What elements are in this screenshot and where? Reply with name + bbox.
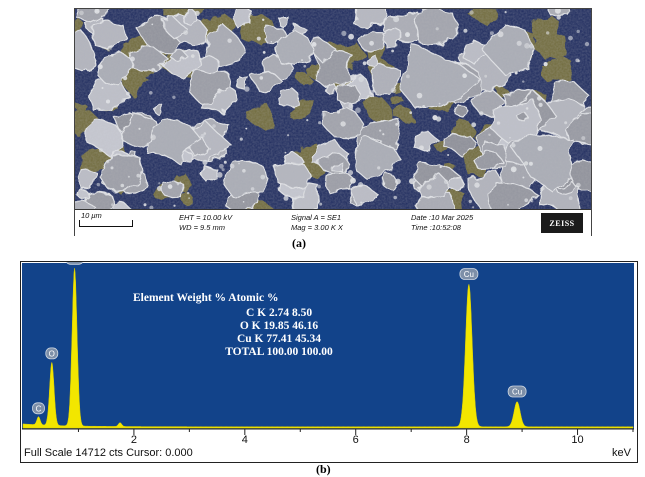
x-tick-label: 10 xyxy=(571,434,583,446)
table-header: Element Weight % Atomic % xyxy=(133,292,278,304)
peak-label-text: O xyxy=(49,349,55,358)
mag-value: Mag = 3.00 K X xyxy=(291,223,343,232)
plot-area xyxy=(22,263,634,429)
peak-label-text: Cu xyxy=(464,270,474,279)
spectrum-area xyxy=(22,268,634,429)
table-row: TOTAL 100.00 100.00 xyxy=(225,346,333,358)
sem-micrograph xyxy=(75,9,591,209)
x-axis-unit: keV xyxy=(612,447,632,459)
peak-label-o-1: O xyxy=(45,347,59,360)
sem-databar: 10 μm EHT = 10.00 kV WD = 9.5 mm Signal … xyxy=(75,209,591,236)
table-row: C K 2.74 8.50 xyxy=(246,307,312,319)
scale-bar-label: 10 μm xyxy=(81,211,102,220)
time-value: Time :10:52:08 xyxy=(411,223,461,232)
eds-spectrum-panel: C O Cu Cu Cu 2 4 6 8 10 Element Weight % Atomic … xyxy=(20,261,638,463)
peak-label-badge xyxy=(65,262,84,265)
peak-label-badge xyxy=(459,268,479,280)
peak-label-badge xyxy=(32,402,45,415)
peak-label-cu-4: Cu xyxy=(507,385,527,398)
peak-label-text: Cu xyxy=(512,388,522,397)
sem-image-panel: 10 μm EHT = 10.00 kV WD = 9.5 mm Signal … xyxy=(74,8,592,236)
peak-label-text: Cu xyxy=(69,262,79,264)
panel-a-label: (a) xyxy=(292,236,306,250)
zeiss-logo: ZEISS xyxy=(541,213,583,233)
x-tick-label: 2 xyxy=(131,434,137,446)
peak-label-badge xyxy=(507,385,527,398)
table-row: Cu K 77.41 45.34 xyxy=(237,333,321,345)
peak-label-text: C xyxy=(36,404,42,413)
table-row: O K 19.85 46.16 xyxy=(240,320,319,332)
panel-b-label: (b) xyxy=(316,462,331,476)
signal-value: Signal A = SE1 xyxy=(291,213,342,222)
scale-bar xyxy=(79,220,133,227)
date-value: Date :10 Mar 2025 xyxy=(411,213,474,222)
x-tick-label: 4 xyxy=(242,434,248,446)
peak-label-cu-3: Cu xyxy=(459,268,479,280)
peak-label-c-0: C xyxy=(32,402,45,415)
eht-value: EHT = 10.00 kV xyxy=(179,213,233,222)
wd-value: WD = 9.5 mm xyxy=(179,223,226,232)
peak-label-cu-2: Cu xyxy=(65,262,84,265)
x-tick-label: 6 xyxy=(353,434,359,446)
x-tick-label: 8 xyxy=(464,434,470,446)
peak-label-badge xyxy=(45,347,59,360)
status-left: Full Scale 14712 cts Cursor: 0.000 xyxy=(24,447,193,459)
eds-spectrum-chart: C O Cu Cu Cu 2 4 6 8 10 Element Weight % Atomic … xyxy=(22,262,634,459)
